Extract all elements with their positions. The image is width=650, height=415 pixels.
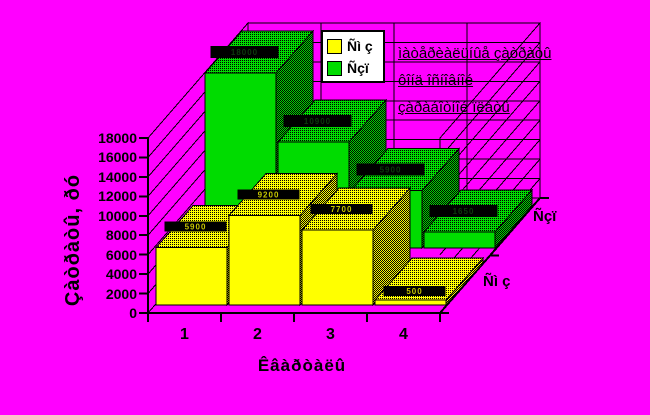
annotation-line: ôîíä îñíîâíîé — [398, 72, 474, 89]
value-axis-tick-label: 16000 — [98, 149, 137, 166]
bar-data-label-box — [164, 221, 227, 232]
bar-data-label-text: 5900 — [380, 166, 402, 175]
bar-data-label-text: 10900 — [304, 117, 331, 126]
category-axis-title: Êâàðòàëû — [257, 356, 347, 375]
value-axis-tick-label: 6000 — [105, 246, 137, 263]
category-axis-label: 3 — [326, 326, 335, 343]
value-axis-tick-label: 2000 — [105, 285, 137, 302]
legend-swatch-yellow-icon — [327, 38, 342, 54]
value-gridline-left — [147, 22, 249, 139]
bar-data-label-text: 18000 — [231, 48, 258, 57]
bar-data-label-text: 5900 — [185, 223, 207, 232]
bar-front-face[interactable] — [423, 231, 496, 249]
bar-data-label-text: 500 — [406, 287, 422, 296]
legend[interactable]: Ñì ç Ñçï — [321, 30, 385, 83]
legend-label: Ñì ç — [347, 38, 373, 54]
bar-data-label-text: 7700 — [331, 205, 353, 214]
bar-front-face[interactable] — [374, 299, 447, 306]
value-axis-tick-label: 8000 — [105, 227, 137, 244]
bar-data-label-box — [383, 286, 446, 297]
bar-data-label-text: 9200 — [258, 191, 280, 200]
category-axis-label: 2 — [253, 326, 262, 343]
category-axis-label: 1 — [180, 326, 189, 343]
legend-item[interactable]: Ñì ç — [327, 35, 380, 57]
value-axis-tick-label: 10000 — [98, 207, 137, 224]
legend-label: Ñçï — [347, 60, 369, 76]
bar-data-label-box — [356, 163, 425, 176]
bar-data-label-box — [283, 115, 352, 128]
bar-data-label-box — [237, 189, 300, 200]
annotation-line: çàðàáîòíîé ïëàòû — [398, 99, 510, 116]
value-axis-tick-label: 18000 — [98, 130, 137, 146]
value-axis-title: Çàòðàòû, ðó — [62, 173, 84, 307]
value-axis-tick-label: 12000 — [98, 188, 137, 205]
value-axis-tick-label: 0 — [129, 305, 137, 321]
value-axis-tick-label: 4000 — [105, 266, 137, 283]
bar-data-label-box — [429, 204, 498, 217]
annotation-line: ìàòåðèàëüíûå çàòðàòû — [398, 45, 552, 62]
bar-front-face[interactable] — [301, 229, 374, 306]
bar-data-label-text: 1650 — [453, 207, 475, 216]
series-axis-label-back: Ñçï — [533, 208, 557, 225]
annotation-textbox[interactable]: ìàòåðèàëüíûå çàòðàòû ôîíä îñíîâíîé çàðàá… — [398, 40, 570, 121]
bar-data-label-box — [310, 204, 373, 215]
legend-swatch-green-icon — [327, 60, 342, 76]
legend-item[interactable]: Ñçï — [327, 57, 380, 79]
bar-data-label-box — [210, 46, 279, 58]
bar-front-face[interactable] — [155, 247, 228, 306]
bar-front-face[interactable] — [228, 215, 301, 306]
value-axis-tick-label: 14000 — [98, 168, 137, 185]
category-axis-label: 4 — [399, 326, 408, 343]
series-axis-label-front: Ñì ç — [483, 273, 511, 290]
